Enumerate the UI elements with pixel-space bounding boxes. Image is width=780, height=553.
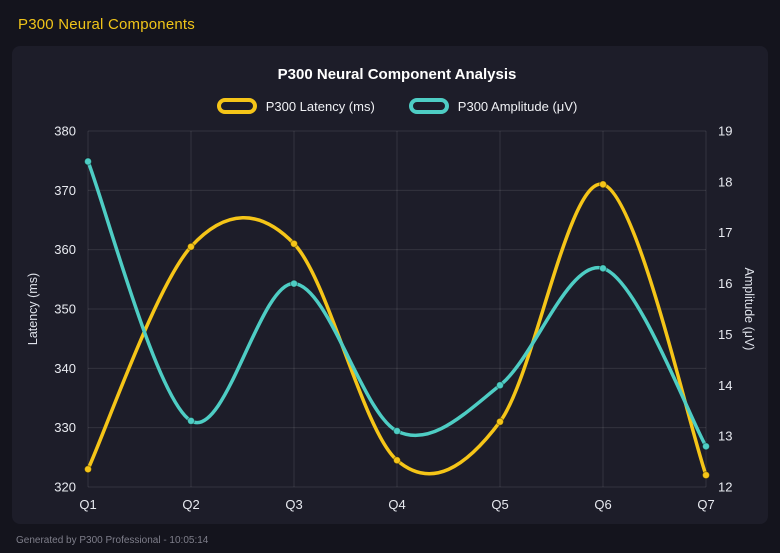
page-title: P300 Neural Components (18, 16, 196, 33)
x-tick: Q4 (388, 497, 405, 512)
legend-swatch (408, 98, 449, 114)
data-point[interactable] (290, 239, 298, 248)
data-point[interactable] (84, 465, 92, 474)
x-tick: Q3 (285, 497, 302, 512)
legend-item[interactable]: P300 Amplitude (μV) (408, 98, 578, 114)
y-tick-right: 18 (718, 174, 732, 189)
data-point[interactable] (393, 456, 401, 465)
data-point[interactable] (84, 157, 92, 166)
data-point[interactable] (702, 442, 710, 451)
legend-swatch (216, 98, 257, 114)
y-tick-right: 13 (718, 429, 732, 444)
x-tick: Q7 (697, 497, 714, 512)
footer-note: Generated by P300 Professional - 10:05:1… (16, 535, 209, 546)
x-tick: Q2 (182, 497, 199, 512)
y-tick-left: 380 (54, 124, 76, 139)
y-tick-left: 330 (54, 420, 76, 435)
y-tick-right: 19 (718, 124, 732, 139)
y-tick-left: 360 (54, 242, 76, 257)
data-point[interactable] (496, 381, 504, 390)
data-point[interactable] (599, 180, 607, 189)
data-point[interactable] (290, 279, 298, 288)
x-tick: Q6 (594, 497, 611, 512)
legend-item[interactable]: P300 Latency (ms) (216, 98, 375, 114)
y-tick-left: 370 (54, 183, 76, 198)
y-tick-right: 16 (718, 276, 732, 291)
y-tick-right: 17 (718, 225, 732, 240)
data-point[interactable] (187, 416, 195, 425)
y-tick-left: 340 (54, 361, 76, 376)
data-point[interactable] (599, 264, 607, 273)
data-point[interactable] (393, 427, 401, 436)
chart-title: P300 Neural Component Analysis (277, 66, 517, 83)
chart-legend: P300 Latency (ms) P300 Amplitude (μV) (88, 98, 706, 114)
data-point[interactable] (187, 242, 195, 251)
y-tick-left: 320 (54, 480, 76, 495)
data-point[interactable] (496, 417, 504, 426)
y-tick-right: 12 (718, 480, 732, 495)
data-point[interactable] (702, 471, 710, 480)
legend-label: P300 Amplitude (μV) (457, 98, 578, 114)
y-tick-left: 350 (54, 302, 76, 317)
legend-label: P300 Latency (ms) (265, 98, 375, 114)
y-tick-right: 15 (718, 327, 732, 342)
chart-card (12, 46, 768, 524)
x-tick: Q1 (79, 497, 96, 512)
y-tick-right: 14 (718, 378, 732, 393)
x-tick: Q5 (491, 497, 508, 512)
